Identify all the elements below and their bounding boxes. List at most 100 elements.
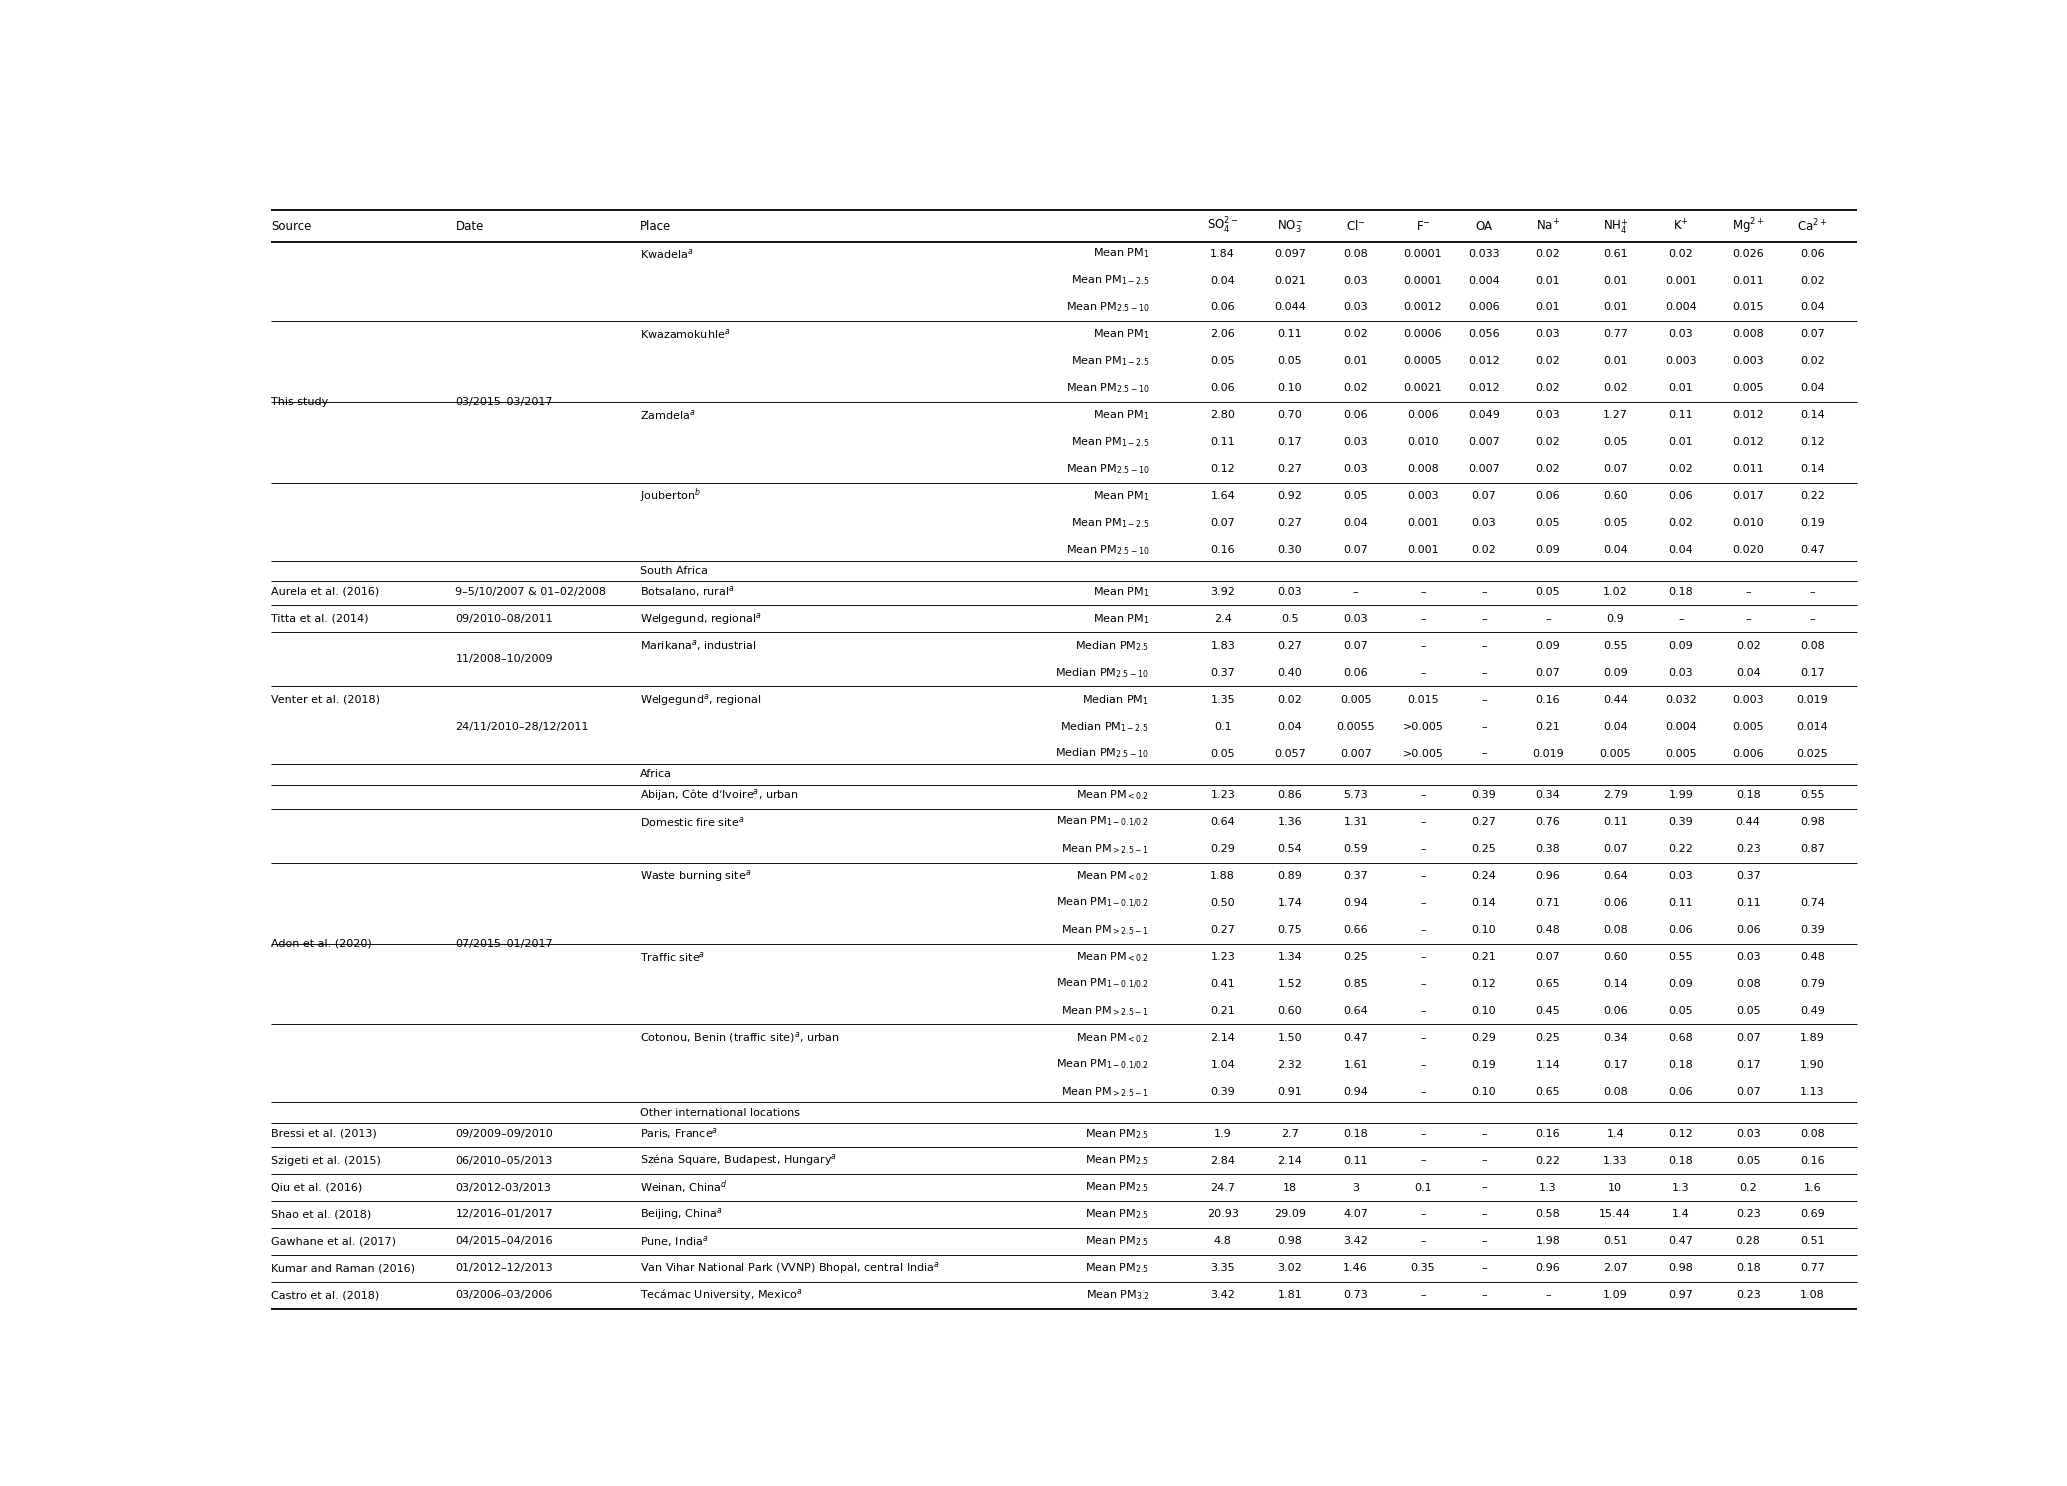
Text: 0.026: 0.026 <box>1732 248 1763 259</box>
Text: Pune, India$^a$: Pune, India$^a$ <box>639 1233 709 1248</box>
Text: Mean PM$_{2.5-10}$: Mean PM$_{2.5-10}$ <box>1065 382 1149 395</box>
Text: 18: 18 <box>1284 1183 1298 1193</box>
Text: 0.05: 0.05 <box>1536 519 1561 528</box>
Text: 0.01: 0.01 <box>1536 303 1561 312</box>
Text: 2.14: 2.14 <box>1277 1156 1302 1165</box>
Text: Mean PM$_{2.5}$: Mean PM$_{2.5}$ <box>1085 1262 1149 1275</box>
Text: 0.020: 0.020 <box>1732 545 1763 556</box>
Text: 0.04: 0.04 <box>1602 545 1627 556</box>
Text: 0.23: 0.23 <box>1736 1210 1761 1220</box>
Text: 0.02: 0.02 <box>1800 357 1825 367</box>
Text: 0.18: 0.18 <box>1344 1128 1368 1138</box>
Text: South Africa: South Africa <box>639 566 707 577</box>
Text: 0.22: 0.22 <box>1800 492 1825 501</box>
Text: 3.02: 3.02 <box>1277 1263 1302 1274</box>
Text: 3.42: 3.42 <box>1211 1290 1236 1300</box>
Text: Median PM$_{2.5-10}$: Median PM$_{2.5-10}$ <box>1056 666 1149 679</box>
Text: –: – <box>1482 694 1486 704</box>
Text: 0.07: 0.07 <box>1344 545 1368 556</box>
Text: 0.02: 0.02 <box>1536 383 1561 394</box>
Text: Mean PM$_{2.5}$: Mean PM$_{2.5}$ <box>1085 1180 1149 1195</box>
Text: 3: 3 <box>1352 1183 1360 1193</box>
Text: 0.04: 0.04 <box>1668 545 1693 556</box>
Text: 0.64: 0.64 <box>1211 817 1236 828</box>
Text: Mean PM$_1$: Mean PM$_1$ <box>1093 489 1149 504</box>
Text: 1.35: 1.35 <box>1211 694 1236 704</box>
Text: Bressi et al. (2013): Bressi et al. (2013) <box>271 1128 376 1138</box>
Text: 0.033: 0.033 <box>1468 248 1501 259</box>
Text: 09/2009–09/2010: 09/2009–09/2010 <box>455 1128 554 1138</box>
Text: 0.003: 0.003 <box>1732 357 1763 367</box>
Text: 0.005: 0.005 <box>1732 722 1763 731</box>
Text: 0.35: 0.35 <box>1410 1263 1434 1274</box>
Text: 0.001: 0.001 <box>1666 275 1697 285</box>
Text: –: – <box>1482 749 1486 758</box>
Text: 0.08: 0.08 <box>1736 979 1761 990</box>
Text: 0.02: 0.02 <box>1668 248 1693 259</box>
Text: 0.008: 0.008 <box>1732 330 1763 339</box>
Text: 2.07: 2.07 <box>1602 1263 1627 1274</box>
Text: 0.056: 0.056 <box>1468 330 1501 339</box>
Text: Median PM$_1$: Median PM$_1$ <box>1083 692 1149 706</box>
Text: Median PM$_{1-2.5}$: Median PM$_{1-2.5}$ <box>1060 719 1149 734</box>
Text: –: – <box>1420 817 1426 828</box>
Text: Median PM$_{2.5-10}$: Median PM$_{2.5-10}$ <box>1056 746 1149 761</box>
Text: 2.4: 2.4 <box>1213 614 1232 624</box>
Text: 0.005: 0.005 <box>1732 383 1763 394</box>
Text: 0.02: 0.02 <box>1668 519 1693 528</box>
Text: –: – <box>1482 587 1486 597</box>
Text: 0.015: 0.015 <box>1732 303 1763 312</box>
Text: 0.64: 0.64 <box>1602 871 1627 881</box>
Text: 0.1: 0.1 <box>1414 1183 1432 1193</box>
Text: 0.06: 0.06 <box>1736 926 1761 935</box>
Text: 0.07: 0.07 <box>1536 953 1561 961</box>
Text: –: – <box>1420 953 1426 961</box>
Text: 11/2008–10/2009: 11/2008–10/2009 <box>455 654 554 664</box>
Text: 0.03: 0.03 <box>1668 330 1693 339</box>
Text: 0.60: 0.60 <box>1277 1006 1302 1016</box>
Text: 1.14: 1.14 <box>1536 1060 1561 1070</box>
Text: 0.049: 0.049 <box>1468 410 1501 421</box>
Text: 1.04: 1.04 <box>1211 1060 1236 1070</box>
Text: 0.0005: 0.0005 <box>1403 357 1443 367</box>
Text: 03/2015–03/2017: 03/2015–03/2017 <box>455 397 552 407</box>
Text: 0.09: 0.09 <box>1668 979 1693 990</box>
Text: 0.011: 0.011 <box>1732 464 1763 474</box>
Text: –: – <box>1420 614 1426 624</box>
Text: 0.01: 0.01 <box>1668 383 1693 394</box>
Text: Botsalano, rural$^a$: Botsalano, rural$^a$ <box>639 584 734 599</box>
Text: 0.04: 0.04 <box>1800 383 1825 394</box>
Text: 0.07: 0.07 <box>1736 1033 1761 1043</box>
Text: 0.04: 0.04 <box>1736 667 1761 678</box>
Text: 0.03: 0.03 <box>1344 437 1368 447</box>
Text: 0.03: 0.03 <box>1277 587 1302 597</box>
Text: 06/2010–05/2013: 06/2010–05/2013 <box>455 1156 552 1165</box>
Text: 0.91: 0.91 <box>1277 1086 1302 1097</box>
Text: –: – <box>1546 1290 1550 1300</box>
Text: 0.39: 0.39 <box>1472 791 1497 801</box>
Text: 3.42: 3.42 <box>1344 1236 1368 1247</box>
Text: 0.50: 0.50 <box>1211 898 1236 908</box>
Text: 0.006: 0.006 <box>1732 749 1763 758</box>
Text: 0.23: 0.23 <box>1736 1290 1761 1300</box>
Text: 3.92: 3.92 <box>1211 587 1236 597</box>
Text: 0.03: 0.03 <box>1736 1128 1761 1138</box>
Text: 0.19: 0.19 <box>1472 1060 1497 1070</box>
Text: 0.74: 0.74 <box>1800 898 1825 908</box>
Text: 0.51: 0.51 <box>1602 1236 1627 1247</box>
Text: 2.79: 2.79 <box>1602 791 1627 801</box>
Text: 0.27: 0.27 <box>1277 640 1302 651</box>
Text: Mg$^{2+}$: Mg$^{2+}$ <box>1732 217 1765 236</box>
Text: OA: OA <box>1476 220 1492 233</box>
Text: 0.38: 0.38 <box>1536 844 1561 854</box>
Text: Mean PM$_{1-2.5}$: Mean PM$_{1-2.5}$ <box>1071 273 1149 287</box>
Text: 0.044: 0.044 <box>1273 303 1306 312</box>
Text: 0.0006: 0.0006 <box>1403 330 1443 339</box>
Text: 0.44: 0.44 <box>1736 817 1761 828</box>
Text: 0.41: 0.41 <box>1211 979 1236 990</box>
Text: 0.44: 0.44 <box>1602 694 1627 704</box>
Text: 0.27: 0.27 <box>1211 926 1236 935</box>
Text: 0.16: 0.16 <box>1800 1156 1825 1165</box>
Text: 0.96: 0.96 <box>1536 871 1561 881</box>
Text: 0.66: 0.66 <box>1344 926 1368 935</box>
